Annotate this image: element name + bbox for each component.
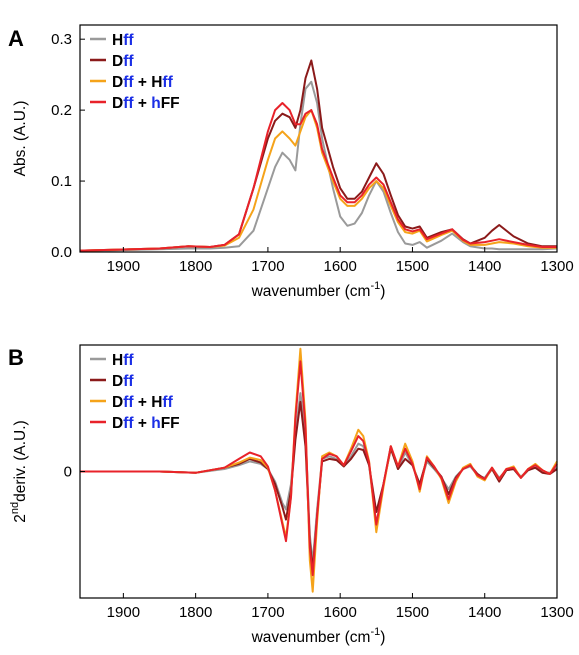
legend-label: Hff: [112, 352, 134, 369]
x-tick-label: 1600: [323, 604, 356, 621]
x-tick-label: 1400: [468, 258, 501, 275]
x-tick-label: 1300: [540, 604, 573, 621]
x-tick-label: 1800: [179, 604, 212, 621]
panel-letter-b: B: [8, 345, 24, 370]
y-tick-label: 0.2: [51, 102, 72, 119]
legend-label: Dff + hFF: [112, 415, 180, 432]
series-line-b-3: [80, 360, 558, 577]
x-axis-label: wavenumber (cm-1): [251, 280, 386, 300]
legend-label: Hff: [112, 32, 134, 49]
x-tick-label: 1500: [396, 604, 429, 621]
legend-label: Dff: [112, 373, 134, 390]
y-tick-label: 0.1: [51, 173, 72, 190]
series-line-b-2: [80, 347, 558, 593]
legend-label: Dff + Hff: [112, 74, 174, 91]
x-tick-label: 1700: [251, 258, 284, 275]
legend-label: Dff: [112, 53, 134, 70]
x-tick-label: 1400: [468, 604, 501, 621]
legend-label: Dff + hFF: [112, 95, 180, 112]
legend-label: Dff + Hff: [112, 394, 174, 411]
y-tick-label: 0.0: [51, 244, 72, 261]
x-tick-label: 1300: [540, 258, 573, 275]
series-line-a-2: [79, 109, 557, 252]
x-tick-label: 1800: [179, 258, 212, 275]
series-line-a-0: [79, 80, 558, 253]
x-tick-label: 1700: [251, 604, 284, 621]
x-tick-label: 1900: [107, 604, 140, 621]
plot-frame: [79, 24, 558, 253]
panel-letter-a: A: [8, 26, 24, 51]
x-tick-label: 1600: [323, 258, 356, 275]
x-axis-label: wavenumber (cm-1): [251, 626, 386, 646]
y-axis-label: 2ndderiv. (A.U.): [9, 420, 29, 522]
y-tick-label: 0: [64, 464, 72, 481]
y-tick-label: 0.3: [51, 31, 72, 48]
x-tick-label: 1500: [396, 258, 429, 275]
y-axis-label: Abs. (A.U.): [12, 101, 29, 177]
x-tick-label: 1900: [107, 258, 140, 275]
series-line-a-3: [79, 102, 557, 252]
